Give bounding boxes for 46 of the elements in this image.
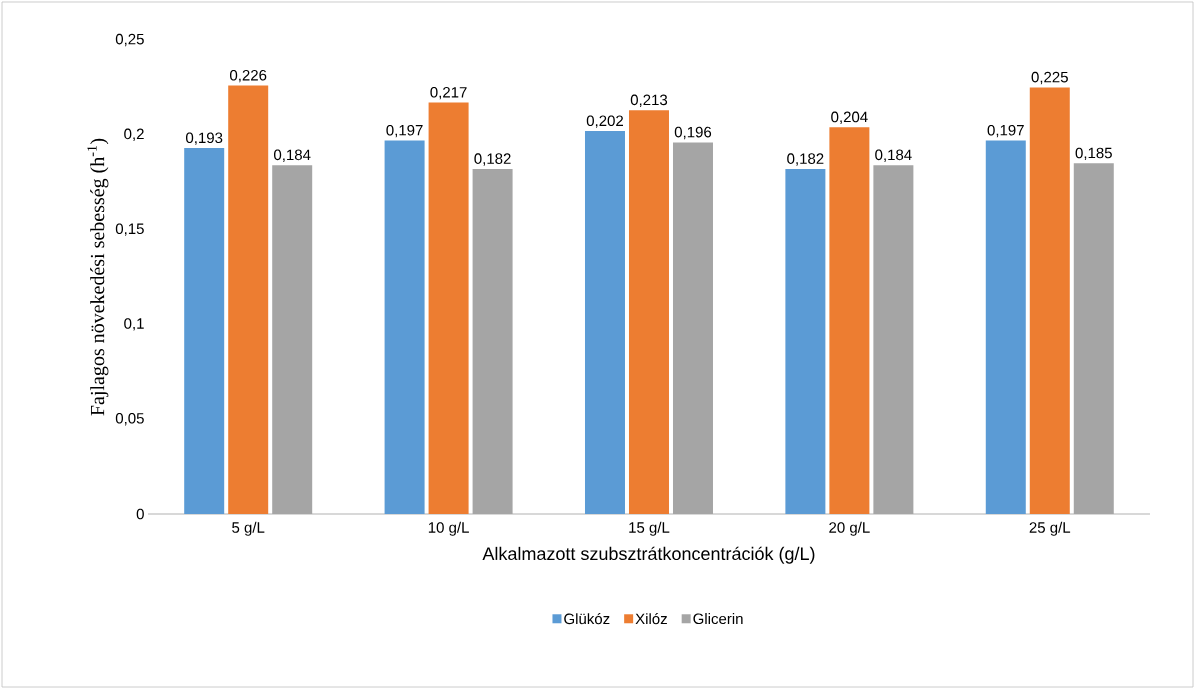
bar <box>272 165 313 514</box>
bar <box>1029 87 1070 514</box>
data-label: 0,217 <box>430 86 467 100</box>
data-label: 0,185 <box>1075 147 1112 161</box>
bar <box>1073 163 1114 514</box>
x-tick-label: 15 g/L <box>629 521 670 536</box>
y-tick-label: 0,15 <box>115 223 144 236</box>
y-tick-label: 0 <box>136 508 144 520</box>
data-label: 0,202 <box>586 115 623 128</box>
y-tick-label: 0,1 <box>124 318 144 331</box>
data-label: 0,184 <box>875 149 912 162</box>
y-tick-label: 0,25 <box>115 33 144 47</box>
x-tick-label: 20 g/L <box>829 521 870 536</box>
bar <box>873 165 914 514</box>
data-label: 0,182 <box>787 153 824 166</box>
legend-label: Glicerin <box>693 613 743 625</box>
data-label: 0,182 <box>474 153 511 166</box>
y-axis-title: Fajlagos növekedési sebesség (h$^{-1}$) <box>87 138 109 416</box>
x-tick-label: 5 g/L <box>232 521 265 536</box>
data-label: 0,197 <box>386 124 423 138</box>
bar <box>428 102 469 514</box>
data-label: 0,197 <box>987 124 1024 138</box>
bar <box>384 140 425 514</box>
x-tick-label: 25 g/L <box>1029 521 1071 536</box>
legend-label: Glükóz <box>564 613 610 625</box>
data-label: 0,226 <box>230 69 267 83</box>
data-label: 0,184 <box>274 149 311 162</box>
data-label: 0,193 <box>186 132 223 145</box>
y-tick-label: 0,05 <box>115 413 144 426</box>
bar <box>985 140 1026 514</box>
bar <box>672 142 713 514</box>
x-axis-title: Alkalmazott szubsztrátkoncentrációk (g/L) <box>482 546 815 564</box>
bar <box>472 168 513 514</box>
bar <box>628 110 669 514</box>
bar <box>184 148 225 514</box>
data-label: 0,213 <box>630 94 668 107</box>
bar <box>785 168 826 514</box>
data-label: 0,225 <box>1031 71 1068 85</box>
legend-label: Xilóz <box>635 613 667 625</box>
data-label: 0,196 <box>674 126 712 140</box>
bar <box>829 127 870 514</box>
x-tick-label: 10 g/L <box>428 521 469 536</box>
bar <box>584 131 625 514</box>
y-tick-label: 0,2 <box>124 128 144 141</box>
bar <box>228 85 269 514</box>
data-label: 0,204 <box>831 111 868 125</box>
